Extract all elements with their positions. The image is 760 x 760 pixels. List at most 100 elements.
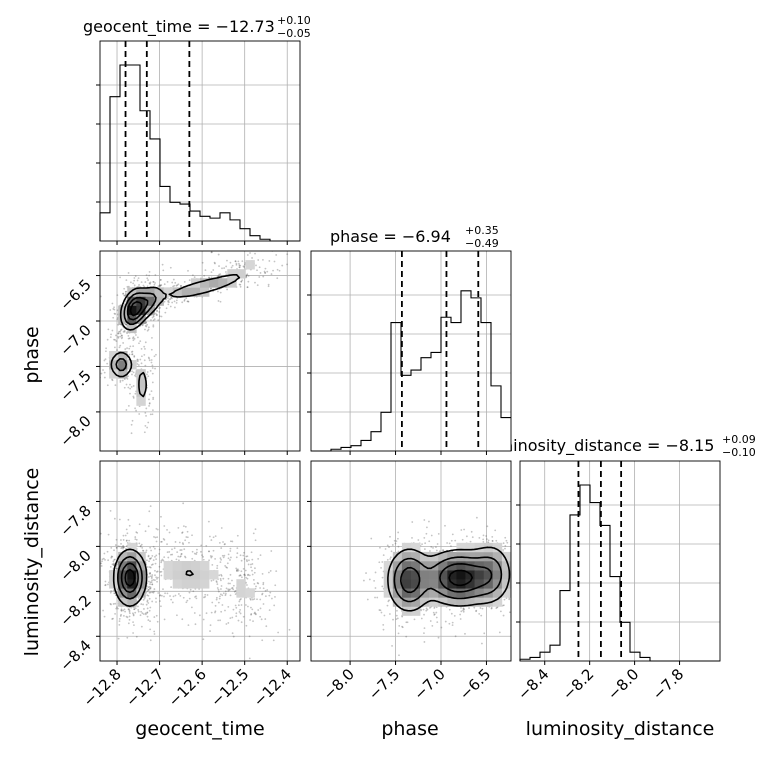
panel-phase-vs-luminosity-distance-point <box>401 626 404 629</box>
panel-geocent-time-vs-luminosity-distance-point <box>210 611 213 614</box>
panel-geocent-time-vs-phase-point <box>134 374 136 377</box>
panel-geocent-time-vs-phase-point <box>201 261 204 264</box>
panel-geocent-time-vs-luminosity-distance-point <box>163 556 166 559</box>
panel-geocent-time-vs-phase-point <box>264 272 267 274</box>
panel-phase-vs-luminosity-distance-density-cell <box>401 551 412 562</box>
panel-phase-vs-luminosity-distance-frame <box>310 460 512 662</box>
panel-phase-vs-luminosity-distance-density-cell <box>420 551 430 562</box>
panel-phase-vs-luminosity-distance-point <box>503 598 506 601</box>
panel-geocent-time-vs-luminosity-distance-point <box>115 567 118 570</box>
panel-phase-vs-luminosity-distance-point <box>502 542 505 545</box>
panel-geocent-time-vs-luminosity-distance-point <box>259 554 262 557</box>
panel-geocent-time-vs-phase-point <box>138 283 140 286</box>
panel-geocent-time-vs-luminosity-distance-point <box>133 608 136 611</box>
panel-geocent-time-vs-phase-point <box>131 419 134 422</box>
panel-geocent-time-vs-luminosity-distance-point <box>122 547 124 550</box>
panel-phase-vs-luminosity-distance-point <box>495 539 498 542</box>
panel-geocent-time-vs-luminosity-distance-point <box>245 576 247 579</box>
panel-geocent-time-vs-luminosity-distance-point <box>248 657 251 660</box>
panel-geocent-time-vs-luminosity-distance-point <box>251 558 254 561</box>
panel-geocent-time-vs-luminosity-distance-point <box>152 591 155 594</box>
panel-geocent-time-vs-phase-point <box>121 379 124 382</box>
panel-geocent-time-vs-phase-point <box>151 336 153 339</box>
panel-geocent-time-vs-phase-point <box>146 323 149 326</box>
panel-phase-vs-luminosity-distance-point <box>470 530 473 533</box>
panel-geocent-time-vs-phase-point <box>218 273 220 276</box>
panel-phase-vs-luminosity-distance-point <box>462 609 464 612</box>
panel-geocent-time-vs-luminosity-distance-point <box>151 600 154 603</box>
panel-phase-vs-luminosity-distance-point <box>391 645 393 647</box>
panel-phase-vs-luminosity-distance-point <box>437 636 440 639</box>
panel-geocent-time-vs-phase-point <box>119 344 122 347</box>
panel-phase-vs-luminosity-distance-point <box>482 538 485 541</box>
panel-phase-vs-luminosity-distance-point <box>438 550 441 553</box>
panel-phase-vs-luminosity-distance-point <box>382 554 385 557</box>
panel-geocent-time-vs-phase-point <box>153 355 156 358</box>
panel-geocent-time-vs-luminosity-distance-point <box>123 614 125 617</box>
panel-geocent-time-vs-phase-point <box>238 262 240 265</box>
hist-geocent-time-bar <box>190 211 200 241</box>
panel-phase-vs-luminosity-distance-point <box>450 545 452 548</box>
panel-phase-vs-luminosity-distance-point <box>473 606 476 609</box>
panel-geocent-time-vs-phase-point <box>246 286 249 289</box>
panel-phase-vs-luminosity-distance-point <box>393 539 396 542</box>
panel-geocent-time-vs-luminosity-distance-point <box>268 609 271 612</box>
panel-geocent-time-vs-luminosity-distance-point <box>262 581 265 584</box>
panel-geocent-time-vs-luminosity-distance-point <box>229 559 231 561</box>
hist-geocent-time-bar <box>150 139 160 241</box>
panel-geocent-time-vs-luminosity-distance-point <box>109 509 112 512</box>
panel-geocent-time-vs-luminosity-distance-point <box>202 558 205 561</box>
panel-phase-vs-luminosity-distance-density-cell <box>501 570 511 580</box>
panel-geocent-time-vs-phase-point <box>150 359 153 361</box>
panel-geocent-time-vs-phase-point <box>137 364 140 366</box>
panel-phase-vs-luminosity-distance-density-cell <box>456 542 466 553</box>
panel-geocent-time-vs-phase-point <box>104 358 107 361</box>
panel-geocent-time-vs-luminosity-distance-point <box>220 588 222 590</box>
panel-phase-vs-luminosity-distance-density-cell <box>401 570 412 580</box>
panel-phase-vs-luminosity-distance-point <box>448 622 451 625</box>
panel-geocent-time-vs-phase-point <box>134 392 137 395</box>
panel-geocent-time-vs-luminosity-distance-point <box>272 639 275 642</box>
panel-geocent-time-vs-phase-point <box>146 373 148 376</box>
panel-geocent-time-vs-luminosity-distance-point <box>254 587 257 590</box>
panel-geocent-time-vs-luminosity-distance-point <box>216 587 219 589</box>
panel-phase-vs-luminosity-distance-density-cell <box>501 579 511 589</box>
panel-geocent-time-vs-luminosity-distance-point <box>226 562 229 565</box>
panel-phase-vs-luminosity-distance-point <box>462 607 465 610</box>
panel-geocent-time-vs-luminosity-distance-density-cell <box>127 542 137 553</box>
panel-geocent-time-vs-luminosity-distance-point <box>146 566 149 568</box>
panel-geocent-time-vs-phase-point <box>133 284 136 287</box>
panel-geocent-time-vs-phase-density-cell <box>118 360 128 370</box>
panel-phase-vs-luminosity-distance-point <box>463 608 466 611</box>
panel-geocent-time-vs-phase-density-cell <box>227 269 237 279</box>
panel-geocent-time-vs-phase-point <box>112 307 115 310</box>
panel-geocent-time-vs-luminosity-distance-point <box>171 601 174 604</box>
hist-geocent-time-bar <box>130 65 140 241</box>
panel-geocent-time-vs-phase-point <box>247 280 250 283</box>
panel-geocent-time-vs-phase-point <box>204 269 207 271</box>
panel-geocent-time-vs-phase-point <box>113 338 115 341</box>
panel-geocent-time-vs-luminosity-distance-point <box>238 600 241 603</box>
panel-geocent-time-vs-luminosity-distance-point <box>196 548 198 551</box>
panel-geocent-time-vs-luminosity-distance-point <box>218 541 221 544</box>
panel-geocent-time-vs-luminosity-distance-point <box>224 590 227 593</box>
panel-geocent-time-vs-phase-point <box>151 367 154 369</box>
panel-geocent-time-vs-luminosity-distance-point <box>139 614 142 617</box>
panel-geocent-time-vs-luminosity-distance-point <box>247 573 250 576</box>
panel-geocent-time-vs-luminosity-distance-point <box>140 603 143 605</box>
panel-geocent-time-vs-luminosity-distance-point <box>120 609 123 612</box>
panel-phase-vs-luminosity-distance-point <box>388 599 391 602</box>
panel-geocent-time-vs-luminosity-distance-point <box>249 597 252 600</box>
panel-geocent-time-vs-phase-point <box>146 285 149 288</box>
panel-geocent-time-vs-luminosity-distance-point <box>137 610 140 613</box>
panel-geocent-time-vs-luminosity-distance-point <box>115 546 118 549</box>
panel-geocent-time-vs-luminosity-distance-point <box>163 525 166 527</box>
panel-phase-vs-luminosity-distance-point <box>428 520 430 523</box>
panel-geocent-time-vs-phase-point <box>132 345 135 348</box>
panel-geocent-time-vs-phase-density-cell <box>127 287 137 297</box>
panel-geocent-time-vs-luminosity-distance-point <box>231 540 234 543</box>
title-phase: phase = −6.94 +0.35 −0.49 <box>330 224 499 250</box>
panel-geocent-time-vs-phase-density-cell <box>236 269 246 279</box>
panel-geocent-time-vs-luminosity-distance-point <box>198 614 201 617</box>
panel-geocent-time-vs-luminosity-distance-point <box>152 559 155 562</box>
